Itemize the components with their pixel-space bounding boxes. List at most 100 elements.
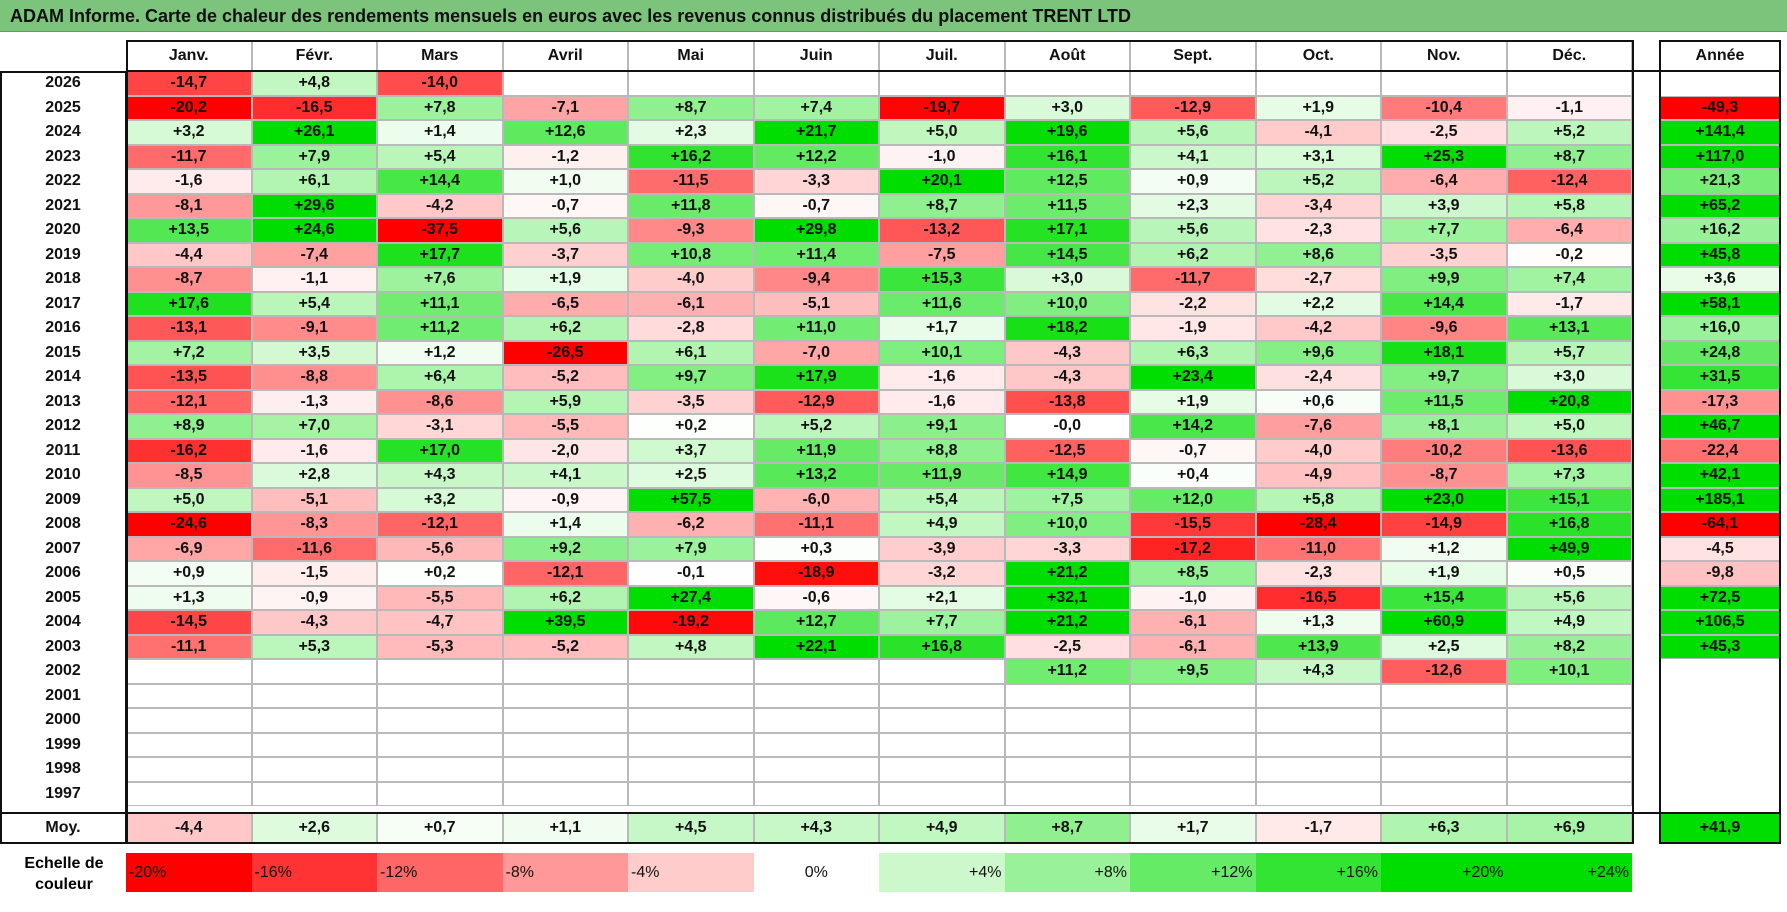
average-separator [0, 812, 1780, 814]
heatmap-cell: -5,2 [502, 634, 628, 659]
heatmap-cell [753, 71, 879, 96]
heatmap-cell: -15,5 [1130, 512, 1256, 537]
heatmap-cell: +6,2 [502, 585, 628, 610]
page-title: ADAM Informe. Carte de chaleur des rende… [10, 6, 1131, 26]
heatmap-cell: +57,5 [628, 487, 754, 512]
heatmap-cell: -16,5 [1255, 585, 1381, 610]
month-header: Mars [377, 40, 503, 71]
year-label: 2012 [45, 417, 81, 435]
heatmap-cell: +10,0 [1004, 512, 1130, 537]
heatmap-cell [502, 71, 628, 96]
heatmap-cell: +0,9 [126, 561, 252, 586]
heatmap-cell: -9,1 [251, 316, 377, 341]
heatmap-cell [251, 708, 377, 733]
heatmap-cell: -11,6 [251, 536, 377, 561]
heatmap-cell: +1,7 [879, 316, 1005, 341]
heatmap-cell [1130, 781, 1256, 806]
heatmap-cell: +8,2 [1506, 634, 1632, 659]
heatmap-cell: +20,1 [879, 169, 1005, 194]
heatmap-cell [753, 757, 879, 782]
heatmap-cell: +6,2 [1130, 242, 1256, 267]
heatmap-cell: -5,2 [502, 365, 628, 390]
heatmap-cell: +1,0 [502, 169, 628, 194]
heatmap-cell [1381, 71, 1507, 96]
heatmap-cell: +11,9 [753, 438, 879, 463]
heatmap-cell: +17,0 [377, 438, 503, 463]
heatmap-cell: +4,9 [879, 512, 1005, 537]
heatmap-cell: -1,1 [1506, 95, 1632, 120]
heatmap-cell: +11,9 [879, 463, 1005, 488]
average-cell: +4,5 [628, 813, 754, 843]
heatmap-cell: +8,5 [1130, 561, 1256, 586]
heatmap-cell: -20,2 [126, 95, 252, 120]
scale-label: Echelle de couleur [24, 855, 104, 893]
heatmap-cell [879, 683, 1005, 708]
heatmap-cell [502, 659, 628, 684]
heatmap-cell: -12,1 [502, 561, 628, 586]
heatmap-cell [126, 732, 252, 757]
average-cell: +1,7 [1130, 813, 1256, 843]
heatmap-cell: -0,1 [628, 561, 754, 586]
heatmap-cell [753, 708, 879, 733]
heatmap-cell [879, 708, 1005, 733]
heatmap-cell: +1,9 [1255, 95, 1381, 120]
heatmap-cell: +3,5 [251, 340, 377, 365]
annual-cell: -64,1 [1660, 512, 1780, 537]
heatmap-cell [502, 757, 628, 782]
heatmap-cell [126, 659, 252, 684]
heatmap-cell: -2,2 [1130, 291, 1256, 316]
heatmap-cell: +3,9 [1381, 193, 1507, 218]
year-label: 2017 [45, 294, 81, 312]
heatmap-cell: -7,0 [753, 340, 879, 365]
month-header: Août [1004, 40, 1130, 71]
annual-cell: +117,0 [1660, 144, 1780, 169]
heatmap-cell: -4,3 [1004, 365, 1130, 390]
heatmap-cell: +10,1 [1506, 659, 1632, 684]
heatmap-cell: +4,3 [1255, 659, 1381, 684]
heatmap-cell [879, 732, 1005, 757]
heatmap-cell: -6,2 [628, 512, 754, 537]
heatmap-cell: -11,7 [1130, 267, 1256, 292]
heatmap-cell: +1,2 [1381, 536, 1507, 561]
heatmap-cell: +13,5 [126, 218, 252, 243]
heatmap-cell: +8,7 [1506, 144, 1632, 169]
heatmap-cell: +12,0 [1130, 487, 1256, 512]
heatmap-cell: +5,2 [1506, 120, 1632, 145]
year-label: 2010 [45, 466, 81, 484]
heatmap-cell: +3,0 [1004, 267, 1130, 292]
scale-swatch: +16% [1255, 853, 1381, 892]
heatmap-cell: +21,7 [753, 120, 879, 145]
heatmap-cell: -2,3 [1255, 218, 1381, 243]
heatmap-cell: -18,9 [753, 561, 879, 586]
heatmap-cell [251, 781, 377, 806]
heatmap-cell: -8,7 [1381, 463, 1507, 488]
heatmap-cell [126, 708, 252, 733]
heatmap-cell: +7,5 [1004, 487, 1130, 512]
heatmap-cell [1381, 708, 1507, 733]
heatmap-cell: -13,1 [126, 316, 252, 341]
heatmap-cell: -13,6 [1506, 438, 1632, 463]
scale-swatch: 0% [753, 853, 879, 892]
average-label: Moy. [45, 819, 81, 836]
heatmap-cell: +2,2 [1255, 291, 1381, 316]
heatmap-cell [628, 732, 754, 757]
heatmap-cell: -1,1 [251, 267, 377, 292]
month-header: Mai [628, 40, 754, 71]
heatmap-cell: +7,8 [377, 95, 503, 120]
heatmap-cell: +1,9 [1381, 561, 1507, 586]
heatmap-cell: +14,5 [1004, 242, 1130, 267]
scale-swatch: +4% [879, 853, 1005, 892]
heatmap-cell: -6,1 [1130, 634, 1256, 659]
heatmap-cell: +7,4 [1506, 267, 1632, 292]
heatmap-cell: -2,4 [1255, 365, 1381, 390]
heatmap-cell: -8,7 [126, 267, 252, 292]
heatmap-cell: +14,9 [1004, 463, 1130, 488]
heatmap-cell: -13,8 [1004, 389, 1130, 414]
heatmap-cell: -13,5 [126, 365, 252, 390]
heatmap-cell [1506, 781, 1632, 806]
heatmap-cell: -12,9 [753, 389, 879, 414]
heatmap-cell: -0,2 [1506, 242, 1632, 267]
heatmap-cell: +7,4 [753, 95, 879, 120]
heatmap-cell: -10,2 [1381, 438, 1507, 463]
heatmap-cell [879, 757, 1005, 782]
